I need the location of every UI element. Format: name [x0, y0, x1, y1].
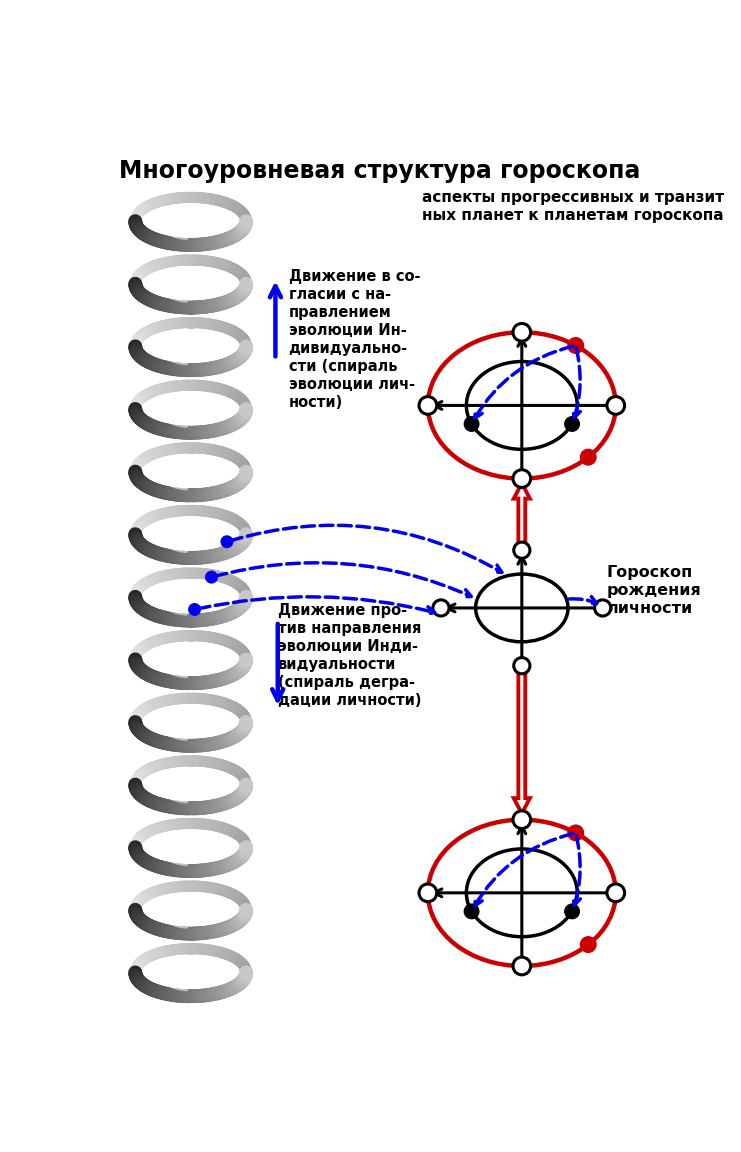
- Circle shape: [206, 571, 217, 583]
- Circle shape: [607, 884, 625, 902]
- Circle shape: [565, 904, 579, 918]
- FancyArrow shape: [514, 670, 530, 813]
- FancyArrow shape: [514, 483, 530, 544]
- Circle shape: [513, 470, 531, 487]
- Text: аспекты прогрессивных и транзит
ных планет к планетам гороскопа: аспекты прогрессивных и транзит ных план…: [422, 190, 724, 223]
- Circle shape: [514, 543, 530, 559]
- Circle shape: [465, 417, 479, 431]
- Circle shape: [565, 417, 579, 431]
- Text: Движение в со-
гласии с на-
правлением
эволюции Ин-
дивидуально-
сти (спираль
эв: Движение в со- гласии с на- правлением э…: [288, 270, 420, 410]
- Circle shape: [221, 536, 233, 547]
- Circle shape: [419, 884, 436, 902]
- Circle shape: [594, 600, 611, 616]
- Circle shape: [568, 825, 583, 841]
- Circle shape: [433, 600, 449, 616]
- Text: Гороскоп
рождения
личности: Гороскоп рождения личности: [607, 564, 701, 615]
- Circle shape: [580, 937, 596, 953]
- Circle shape: [514, 658, 530, 674]
- Circle shape: [513, 957, 531, 975]
- Circle shape: [513, 324, 531, 341]
- Text: Движение про-
тив направления
эволюции Инди-
видуальности
(спираль дегра-
дации : Движение про- тив направления эволюции И…: [278, 604, 421, 708]
- Circle shape: [419, 396, 436, 415]
- Text: Многоуровневая структура гороскопа: Многоуровневая структура гороскопа: [119, 159, 640, 183]
- Circle shape: [568, 338, 583, 354]
- Circle shape: [607, 396, 625, 415]
- Circle shape: [465, 904, 479, 918]
- Circle shape: [189, 604, 200, 615]
- Circle shape: [513, 811, 531, 828]
- Circle shape: [580, 449, 596, 465]
